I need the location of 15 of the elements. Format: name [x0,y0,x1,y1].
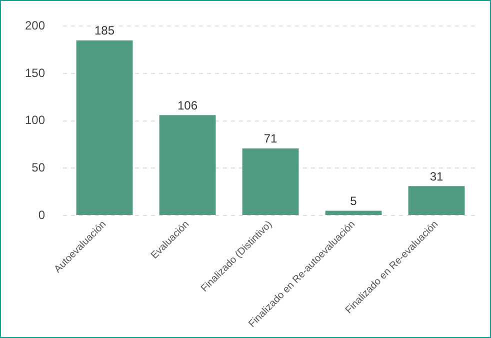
bar [159,115,216,216]
data-label: 31 [430,169,444,184]
y-tick-label: 150 [24,66,46,80]
data-label: 71 [264,132,278,146]
y-tick-label: 100 [24,113,46,128]
bar [242,148,299,216]
bar [325,210,382,216]
data-label: 106 [178,98,198,112]
bar [408,186,465,216]
bar [76,40,133,216]
y-tick-label: 0 [38,208,46,222]
y-tick-label: 50 [32,160,46,175]
data-label: 185 [94,24,115,38]
y-tick-label: 200 [24,18,46,33]
data-label: 5 [350,194,358,208]
